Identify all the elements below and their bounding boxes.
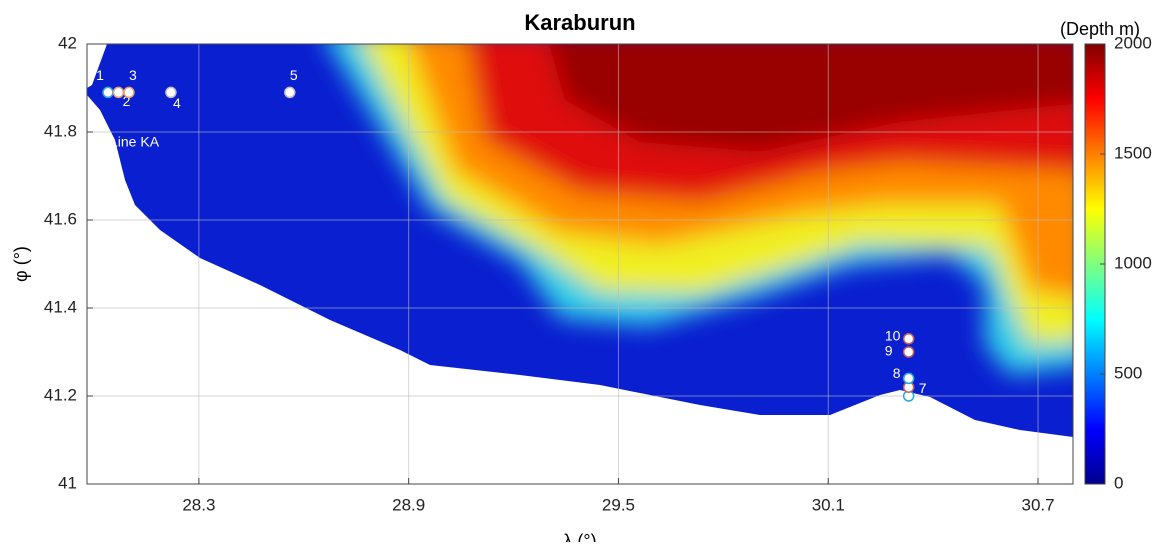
x-tick-label: 30.7 bbox=[1021, 495, 1054, 514]
chart-title: Karaburun bbox=[524, 10, 635, 35]
station-label: 8 bbox=[893, 365, 901, 381]
station-label: 6 bbox=[893, 397, 901, 413]
station bbox=[902, 346, 915, 358]
station-label: 3 bbox=[129, 67, 137, 83]
station bbox=[902, 372, 915, 385]
y-tick-label: 41 bbox=[58, 473, 77, 492]
colorbar-tick-label: 1000 bbox=[1114, 253, 1152, 272]
station bbox=[123, 86, 135, 99]
y-axis-label: φ (°) bbox=[11, 246, 31, 282]
station-label: 9 bbox=[885, 343, 893, 359]
y-tick-label: 41.2 bbox=[44, 385, 77, 404]
station bbox=[165, 86, 177, 99]
colorbar-tick-label: 2000 bbox=[1114, 33, 1152, 52]
station-label: 7 bbox=[919, 380, 927, 396]
depth-field bbox=[87, 44, 1073, 484]
station-label: 2 bbox=[123, 93, 131, 109]
x-tick-label: 28.9 bbox=[392, 495, 425, 514]
station-label: 5 bbox=[290, 67, 298, 83]
plot-frame bbox=[86, 43, 1074, 485]
x-axis-label: λ (°) bbox=[563, 531, 596, 542]
station-label: 4 bbox=[173, 95, 181, 111]
station bbox=[902, 333, 915, 345]
station-label: 1 bbox=[96, 67, 104, 83]
colorbar-tick-label: 0 bbox=[1114, 473, 1123, 492]
x-tick-label: 29.5 bbox=[602, 495, 635, 514]
colorbar-label: (Depth m) bbox=[1060, 19, 1140, 39]
annotation: Line KE bbox=[888, 428, 937, 444]
y-tick-label: 41.6 bbox=[44, 209, 77, 228]
x-tick-label: 28.3 bbox=[182, 495, 215, 514]
station bbox=[284, 86, 296, 99]
y-tick-label: 41.4 bbox=[44, 297, 77, 316]
station-label: 10 bbox=[885, 328, 901, 344]
annotation: Line KA bbox=[110, 134, 160, 150]
colorbar-tick-label: 1500 bbox=[1114, 143, 1152, 162]
y-tick-label: 42 bbox=[58, 33, 77, 52]
station bbox=[102, 86, 114, 99]
colorbar-tick-label: 500 bbox=[1114, 363, 1142, 382]
y-tick-label: 41.8 bbox=[44, 121, 77, 140]
x-tick-label: 30.1 bbox=[812, 495, 845, 514]
